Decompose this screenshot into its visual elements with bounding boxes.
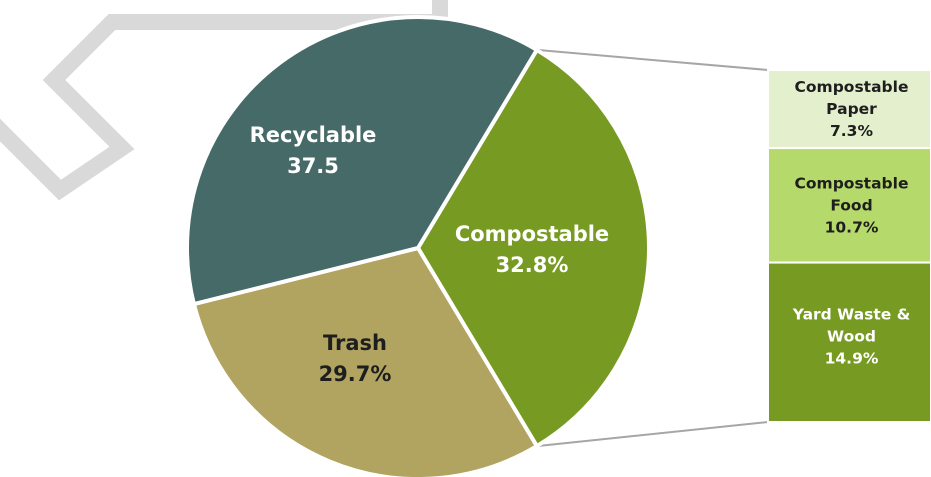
breakdown-label-7-3: 7.3% [830, 122, 873, 140]
breakdown-bar-labels: Compostable Paper 7.3% Compostable Food 10.7%… [792, 78, 910, 368]
pie-label-recyclable: Recyclable [250, 123, 377, 147]
pie-value-compostable: 32.8% [496, 253, 569, 277]
breakdown-segment-yard-waste-wood-14-9 [767, 261, 931, 423]
pie-slices [185, 15, 652, 477]
breakdown-label-food: Food [830, 196, 872, 214]
breakdown-label-compostable: Compostable [795, 174, 909, 192]
pie-value-trash: 29.7% [319, 362, 392, 386]
breakdown-connector-lines [536, 48, 769, 448]
breakdown-label-yard-waste: Yard Waste & [792, 306, 910, 324]
breakdown-label-wood: Wood [827, 328, 876, 346]
watermark-arrow-shape [0, 0, 448, 201]
breakdown-bar [767, 69, 931, 423]
pie-slice-recyclable [185, 15, 539, 307]
pie-label-trash: Trash [323, 331, 387, 355]
breakdown-label-paper: Paper [826, 100, 877, 118]
connector-line-bottom [536, 421, 769, 448]
breakdown-label-10-7: 10.7% [825, 218, 879, 236]
pie-label-compostable: Compostable [455, 222, 609, 246]
pie-slice-compostable [416, 47, 652, 449]
breakdown-label-compostable: Compostable [795, 78, 909, 96]
pie-slice-trash [191, 246, 539, 477]
pie-slice-labels: Recyclable 37.5 Compostable 32.8% Trash 29.7% [250, 123, 610, 386]
pie-value-recyclable: 37.5 [287, 154, 339, 178]
connector-line-top [536, 48, 769, 71]
breakdown-label-14-9: 14.9% [825, 350, 879, 368]
breakdown-segment-compostable-food-10-7 [767, 147, 931, 264]
